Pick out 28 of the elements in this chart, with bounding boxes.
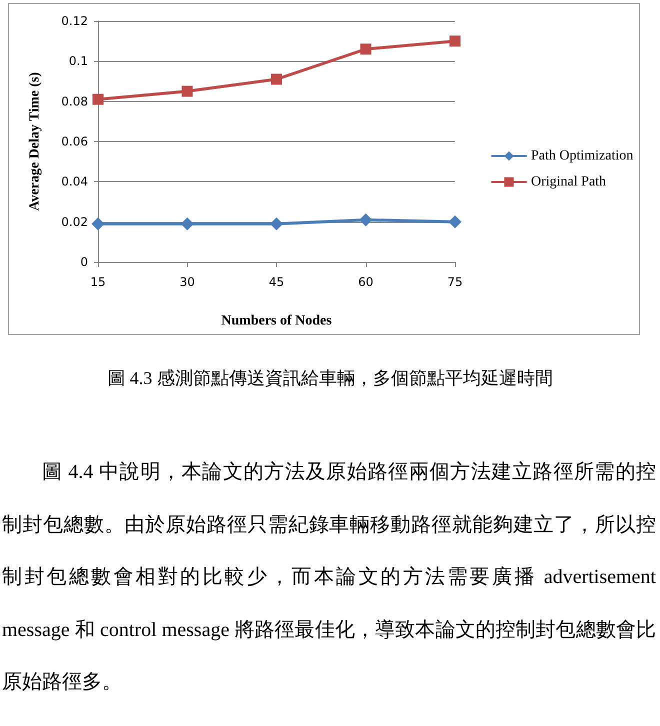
point: [92, 94, 104, 105]
y-tick-label: 0.08: [61, 94, 88, 108]
x-axis-title: Numbers of Nodes: [221, 314, 332, 328]
y-axis-title: Average Delay Time (s): [28, 72, 42, 211]
point: [359, 213, 372, 226]
y-tick-label: 0.02: [61, 214, 88, 229]
x-tick-label: 45: [268, 275, 284, 289]
point: [92, 217, 104, 230]
y-tick-label: 0.06: [61, 134, 88, 148]
point: [450, 36, 460, 47]
point: [271, 74, 282, 85]
point: [180, 217, 194, 230]
x-tick-label: 30: [180, 275, 195, 289]
y-tick-label: 0.12: [61, 14, 88, 28]
y-tick-label: 0.1: [68, 54, 88, 68]
legend-label: Path Optimization: [531, 148, 634, 164]
point: [270, 217, 283, 230]
text: 圖 4.4 中說明，本論文的方法及原始路徑兩個方法建立路徑所需的控制封包總數。由於原始路徑只需紀錄車輛移動路徑就能夠建立了，所以控制封包總數會相對的比較少，而本論文的方法需要廣播 advertisement message 和 control message 將路徑最佳化，導致本論文的控制封包總數會比原始路徑多。: [2, 461, 656, 693]
point: [448, 215, 462, 228]
x-tick-label: 60: [358, 275, 374, 289]
point: [360, 44, 372, 55]
text: 圖 4.3 感測節點傳送資訊給車輛，多個節點平均延遲時間: [106, 367, 554, 390]
x-tick-label: 15: [90, 275, 106, 289]
x-tick-label: 75: [447, 275, 463, 289]
y-tick-label: 0.04: [61, 174, 88, 189]
y-tick-label: 0: [80, 255, 88, 269]
point: [182, 86, 193, 97]
legend-label: Original Path: [531, 174, 606, 190]
